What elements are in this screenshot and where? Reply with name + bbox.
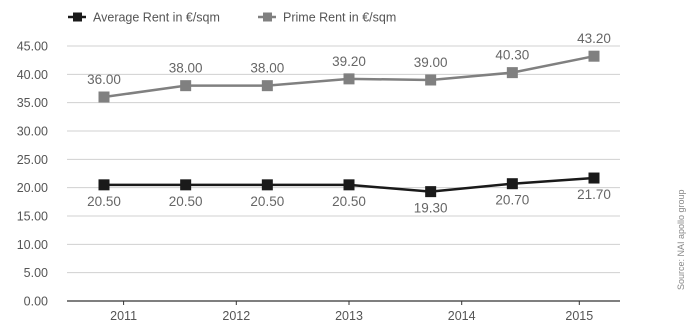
data-label: 43.20 <box>577 31 611 46</box>
data-label: 40.30 <box>495 48 529 63</box>
series-marker <box>588 50 600 62</box>
data-label: 20.50 <box>250 194 284 209</box>
series-marker <box>506 178 518 190</box>
y-tick-label: 0.00 <box>24 295 48 309</box>
data-label: 39.00 <box>414 55 448 70</box>
series-marker <box>425 186 437 198</box>
legend-label: Prime Rent in €/sqm <box>283 11 396 25</box>
x-tick-label: 2011 <box>110 309 137 322</box>
data-label: 20.70 <box>495 193 529 208</box>
y-tick-label: 15.00 <box>17 210 48 224</box>
series-marker <box>343 179 355 191</box>
y-tick-label: 5.00 <box>24 266 48 280</box>
legend-label: Average Rent in €/sqm <box>93 11 220 25</box>
data-label: 20.50 <box>332 194 366 209</box>
x-tick-label: 2015 <box>565 309 593 322</box>
series-marker <box>180 80 192 92</box>
y-tick-label: 45.00 <box>17 40 48 54</box>
series-marker <box>588 172 600 184</box>
data-label: 20.50 <box>87 194 121 209</box>
grid-lines <box>67 45 620 302</box>
series-marker <box>343 73 355 85</box>
y-tick-label: 40.00 <box>17 68 48 82</box>
data-labels: 20.50 20.50 20.50 20.50 19.30 20.70 21.70 36.00… <box>87 31 611 215</box>
series-marker <box>261 179 273 191</box>
y-axis-ticks: 0.00 5.00 10.00 15.00 20.00 25.00 30.00 35.00 40… <box>17 40 48 309</box>
data-label: 36.00 <box>87 72 121 87</box>
y-tick-label: 35.00 <box>17 96 48 110</box>
data-label: 20.50 <box>169 194 203 209</box>
series-marker <box>98 91 110 103</box>
series-marker <box>261 80 273 92</box>
x-tick-label: 2012 <box>222 309 250 322</box>
chart-legend: Average Rent in €/sqm Prime Rent in €/sqm <box>68 11 396 25</box>
legend-marker <box>263 12 272 22</box>
data-label: 39.20 <box>332 54 366 69</box>
source-note: Source: NAI apollo group <box>676 189 686 290</box>
x-tick-label: 2014 <box>448 309 476 322</box>
legend-marker <box>73 12 82 22</box>
y-tick-label: 20.00 <box>17 181 48 195</box>
y-tick-label: 30.00 <box>17 125 48 139</box>
series-marker <box>98 179 110 191</box>
y-tick-label: 10.00 <box>17 238 48 252</box>
data-label: 38.00 <box>169 61 203 76</box>
data-label: 19.30 <box>414 201 448 216</box>
data-label: 38.00 <box>250 61 284 76</box>
series-marker <box>180 179 192 191</box>
series-marker <box>506 67 518 79</box>
x-tick-label: 2013 <box>335 309 363 322</box>
y-tick-label: 25.00 <box>17 153 48 167</box>
data-label: 21.70 <box>577 187 611 202</box>
series-layer <box>98 50 600 198</box>
x-axis-ticks: 2011 2012 2013 2014 2015 <box>110 301 593 322</box>
series-marker <box>425 74 437 86</box>
